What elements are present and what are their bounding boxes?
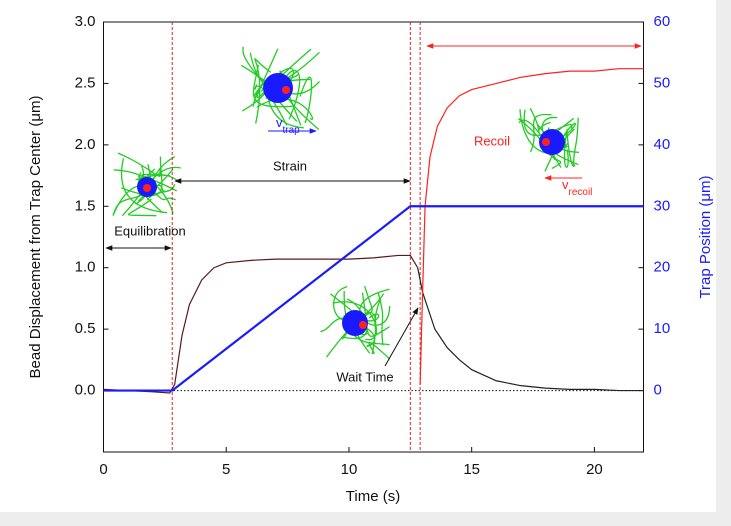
trap-center [542,138,550,146]
trap-center [282,86,290,94]
annotation: Wait Time [336,369,393,384]
y2-tick-label: 40 [654,136,671,153]
background [0,0,716,512]
polymer-strand [299,76,313,124]
annotation: Strain [273,158,307,173]
y2-tick-label: 10 [654,320,671,337]
y2-tick-label: 60 [654,13,671,30]
bead [539,129,565,155]
polymer-strand [325,311,377,358]
polymer-strand [112,168,174,216]
wait-time-arrow [384,307,419,367]
series-line [103,254,419,394]
x-tick-label: 20 [586,461,603,478]
y-tick-label: 2.5 [75,74,96,91]
series-line [419,68,644,385]
symbol: v [562,177,569,192]
series-line [417,267,644,392]
subscript: recoil [569,187,593,198]
polymer-strand [127,198,157,217]
polymer-strand [566,128,576,167]
polymer-strand [368,341,391,360]
polymer-strand [256,98,314,120]
x-tick-label: 0 [99,461,107,478]
polymer-strand [254,84,288,126]
annotation: vtrap [276,115,300,135]
polymer-strand [333,286,385,322]
polymer-strand [242,46,298,122]
annotation: Recoil [474,133,510,148]
illustrations [112,46,579,360]
trap-center [143,184,151,192]
polymer-strand [120,158,168,214]
y-tick-label: 3.0 [75,13,96,30]
polymer-strand [113,169,174,215]
polymer-strand [117,152,162,177]
y2-tick-label: 20 [654,259,671,276]
trap-center [359,321,367,329]
x-tick-label: 10 [341,461,358,478]
x-axis-label: Time (s) [346,488,400,505]
x-tick-label: 15 [463,461,480,478]
annotation: Equilibration [114,223,186,238]
y-tick-label: 1.0 [75,259,96,276]
polymer-strand [254,58,272,124]
bead [342,310,368,336]
series-line [103,205,644,392]
y-tick-label: 0.5 [75,320,96,337]
y2-axis-label: Trap Position (μm) [697,175,714,298]
symbol: v [276,115,283,130]
y-tick-label: 1.5 [75,197,96,214]
x-tick-label: 5 [222,461,230,478]
polymer-strand [572,117,579,166]
polymer-strand [563,133,569,168]
y2-tick-label: 0 [654,382,662,399]
polymer-strand [256,48,312,99]
polymer-strand [377,292,384,346]
plot-frame [103,21,644,453]
y-axis-label: Bead Displacement from Trap Center (μm) [27,96,44,379]
y-tick-label: 2.0 [75,136,96,153]
y2-tick-label: 30 [654,197,671,214]
y2-tick-label: 50 [654,74,671,91]
polymer-strand [529,113,552,153]
y-tick-label: 0.0 [75,382,96,399]
subscript: trap [283,125,301,136]
polymer-strand [146,183,176,201]
bead [263,73,293,103]
annotation: vrecoil [562,177,592,197]
